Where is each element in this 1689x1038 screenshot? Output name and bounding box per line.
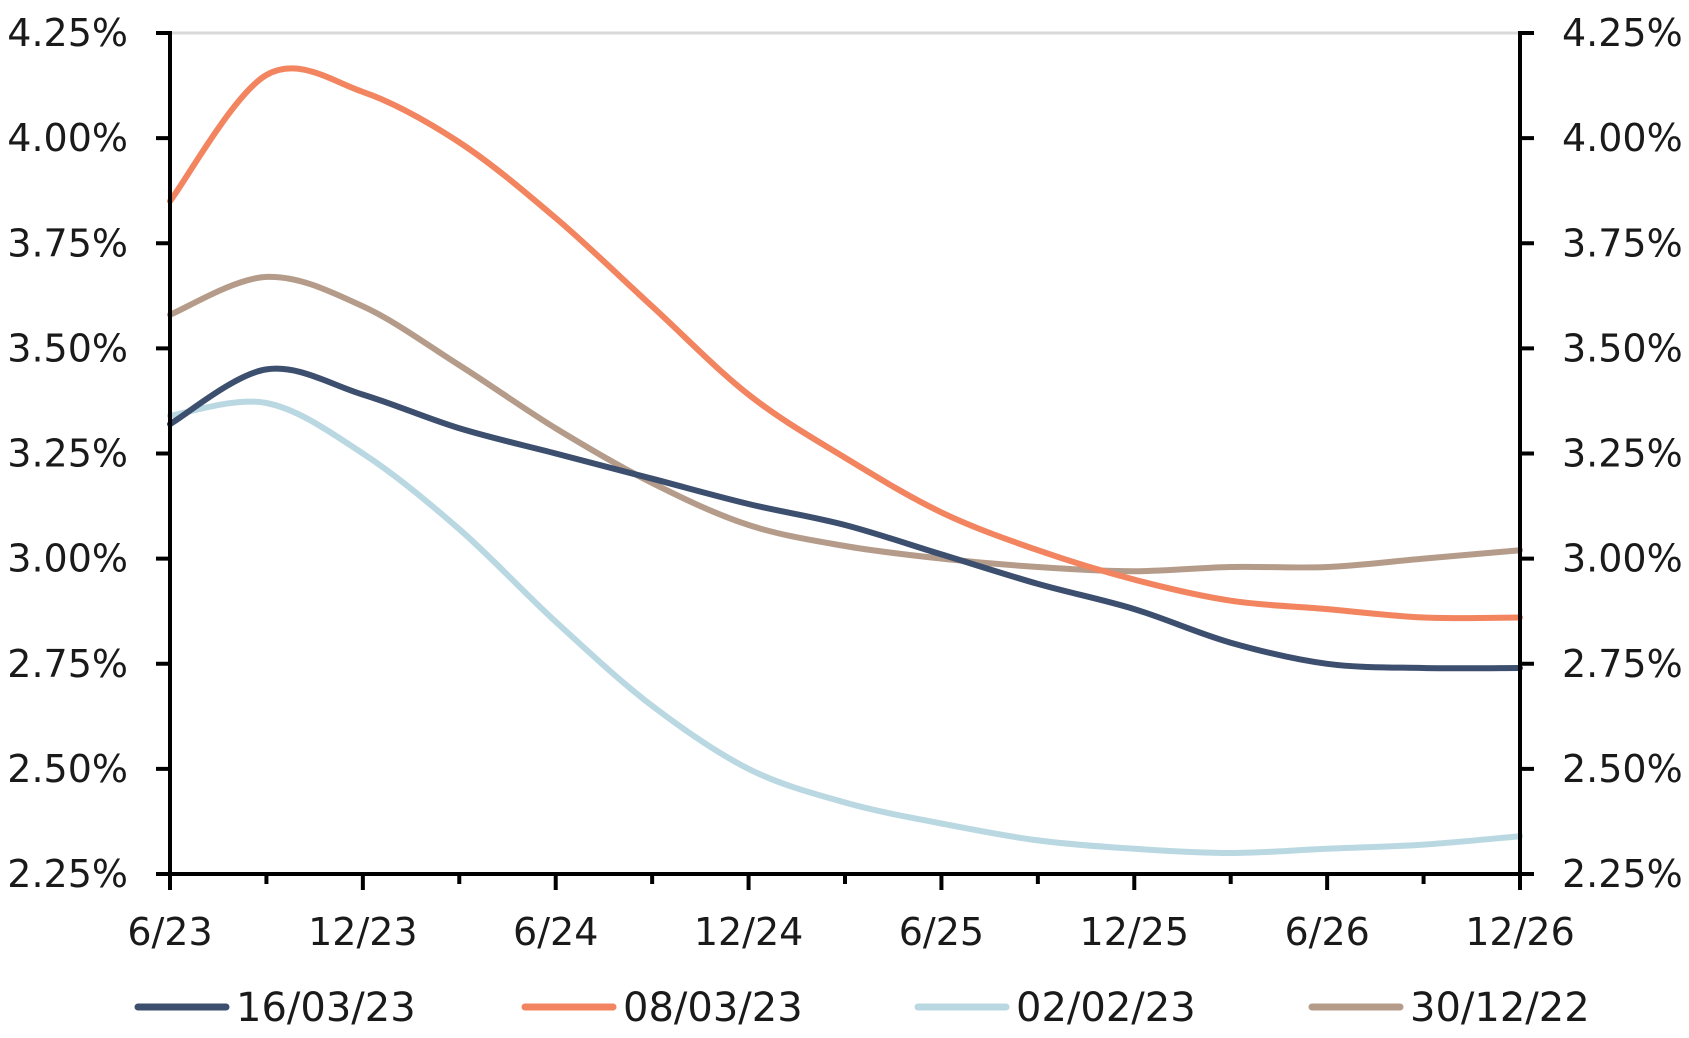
legend-item: 08/03/23 [521,985,803,1031]
left-y-tick-label: 2.25% [7,852,128,896]
x-tick-label: 12/26 [1465,910,1575,954]
left-y-tick-label: 2.50% [7,747,128,791]
right-y-tick-label: 3.75% [1562,221,1683,265]
right-y-tick-label: 3.50% [1562,326,1683,370]
legend-label: 30/12/22 [1410,985,1590,1031]
left-y-tick-label: 4.25% [7,11,128,55]
series-line-30-12-22 [167,273,1523,575]
x-tick-label: 12/23 [308,910,418,954]
right-y-tick-label: 3.25% [1562,432,1683,476]
left-y-tick-label: 4.00% [7,116,128,160]
legend-label: 08/03/23 [623,985,803,1031]
series-line-16-03-23 [167,365,1523,672]
right-y-tick-label: 4.25% [1562,11,1683,55]
series-layer [167,65,1523,856]
right-y-tick-label: 2.50% [1562,747,1683,791]
x-tick-label: 12/24 [694,910,804,954]
x-tick-label: 6/23 [127,910,212,954]
series-line-02-02-23 [167,398,1523,856]
left-y-tick-label: 3.75% [7,221,128,265]
left-y-tick-label: 3.25% [7,432,128,476]
x-tick-label: 6/26 [1284,910,1369,954]
legend: 16/03/23 08/03/23 02/02/23 30/12/22 [134,985,1590,1031]
legend-label: 16/03/23 [236,985,416,1031]
x-tick-label: 6/24 [513,910,598,954]
series-line-08-03-23 [167,65,1523,622]
right-y-tick-label: 2.75% [1562,642,1683,686]
right-y-tick-label: 3.00% [1562,537,1683,581]
right-y-tick-label: 2.25% [1562,852,1683,896]
x-tick-label: 6/25 [899,910,984,954]
legend-item: 30/12/22 [1308,985,1590,1031]
right-y-tick-label: 4.00% [1562,116,1683,160]
left-y-tick-label: 2.75% [7,642,128,686]
left-y-tick-label: 3.50% [7,326,128,370]
x-tick-label: 12/25 [1080,910,1190,954]
legend-item: 02/02/23 [914,985,1196,1031]
ticks-layer: 2.25% 2.25% 2.50% 2.50% 2.75% 2.75% 3.00% 3.00%… [7,11,1682,954]
left-y-tick-label: 3.00% [7,537,128,581]
legend-label: 02/02/23 [1016,985,1196,1031]
legend-item: 16/03/23 [134,985,416,1031]
